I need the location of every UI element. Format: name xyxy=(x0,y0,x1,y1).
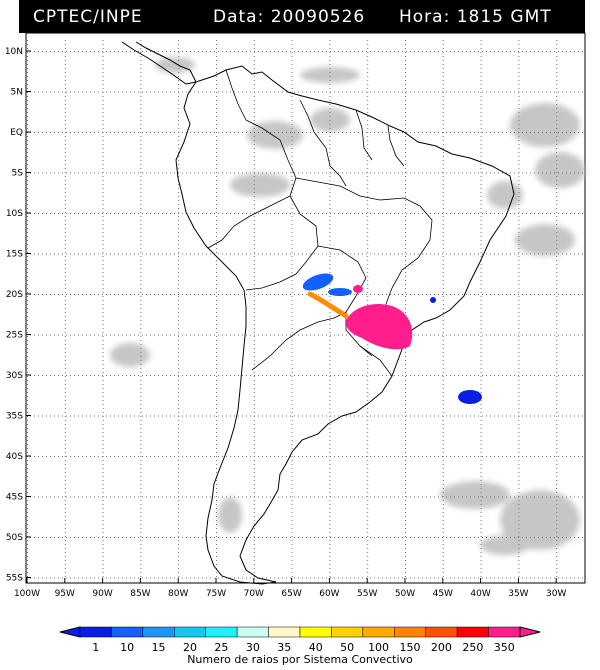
lon-label: 75W xyxy=(206,589,226,599)
colorbar-label: 350 xyxy=(493,641,515,654)
lon-label: 50W xyxy=(395,589,415,599)
colorbar-label: 35 xyxy=(277,641,292,654)
colorbar-label: 200 xyxy=(430,641,452,654)
lon-label: 65W xyxy=(281,589,301,599)
lat-label: 30S xyxy=(6,371,23,381)
lat-label: EQ xyxy=(10,128,23,138)
lat-label: 5N xyxy=(11,88,23,98)
lon-label: 70W xyxy=(244,589,264,599)
colorbar-label: 250 xyxy=(462,641,484,654)
lat-label: 20S xyxy=(6,290,23,300)
colorbar-right-arrow xyxy=(519,626,541,638)
colorbar-swatch xyxy=(394,626,426,638)
lon-label: 40W xyxy=(470,589,490,599)
colorbar-swatch xyxy=(488,626,521,638)
system-blue-ocean xyxy=(458,390,482,404)
lon-label: 35W xyxy=(508,589,528,599)
colorbar-swatch xyxy=(111,626,144,638)
lat-label: 10N xyxy=(5,47,23,57)
colorbar-swatch xyxy=(79,626,112,638)
colorbar-swatch xyxy=(331,626,364,638)
system-magenta-small xyxy=(353,285,363,293)
longitude-labels: 100W 95W 90W 85W 80W 75W 70W 65W 60W 55W 50W 45W 40W… xyxy=(14,578,566,599)
colorbar-label: 50 xyxy=(340,641,355,654)
grid-dots xyxy=(27,40,583,579)
lon-label: 45W xyxy=(433,589,453,599)
lat-label: 25S xyxy=(6,331,23,341)
colorbar xyxy=(59,626,541,638)
lat-label: 50S xyxy=(6,533,23,543)
lat-label: 10S xyxy=(6,209,23,219)
colorbar-left-arrow xyxy=(59,626,81,638)
colorbar-swatch xyxy=(174,626,206,638)
latitude-labels: 10N 5N EQ 5S 10S 15S 20S 25S 30S 35S 40S 45S 50S 55S xyxy=(5,47,31,584)
colorbar-label: 30 xyxy=(245,641,260,654)
lat-label: 15S xyxy=(6,250,23,260)
lon-label: 90W xyxy=(92,589,112,599)
system-magenta-large xyxy=(346,303,413,350)
map-header: CPTEC/INPE Data: 20090526 Hora: 1815 GMT xyxy=(19,0,585,33)
colorbar-label: 40 xyxy=(308,641,323,654)
lon-label: 80W xyxy=(168,589,188,599)
system-orange xyxy=(307,291,349,319)
central-america-outline xyxy=(121,41,197,85)
colorbar-swatch xyxy=(268,626,301,638)
colorbar-label: 20 xyxy=(183,641,197,654)
lon-label: 55W xyxy=(357,589,377,599)
date-label: Data: 20090526 xyxy=(213,7,366,27)
colorbar-swatch xyxy=(299,626,332,638)
lon-label: 30W xyxy=(546,589,566,599)
country-borders xyxy=(207,69,433,377)
lat-label: 45S xyxy=(6,493,23,503)
colorbar-label: 150 xyxy=(399,641,421,654)
convective-systems xyxy=(302,273,482,404)
colorbar-label: 100 xyxy=(368,641,390,654)
colorbar-swatch xyxy=(205,626,238,638)
colorbar-swatch xyxy=(362,626,395,638)
org-label: CPTEC/INPE xyxy=(33,7,143,27)
system-blue-2 xyxy=(328,288,352,296)
lat-label: 35S xyxy=(6,412,23,422)
south-america-outline xyxy=(175,65,515,585)
colorbar-label: 10 xyxy=(120,641,135,654)
colorbar-label: 1 xyxy=(92,641,100,654)
cloud-cover xyxy=(110,57,585,555)
lon-label: 95W xyxy=(55,589,75,599)
lon-label: 85W xyxy=(130,589,150,599)
lon-label: 60W xyxy=(319,589,339,599)
lon-label: 100W xyxy=(14,589,40,599)
colorbar-swatch xyxy=(425,626,458,638)
colorbar-swatch xyxy=(456,626,489,638)
colorbar-swatch xyxy=(142,626,175,638)
lat-label: 40S xyxy=(6,452,23,462)
colorbar-title: Numero de raios por Sistema Convectivo xyxy=(187,653,413,666)
time-label: Hora: 1815 GMT xyxy=(399,7,552,27)
system-blue-1 xyxy=(302,273,334,291)
colorbar-label: 25 xyxy=(214,641,229,654)
lat-label: 5S xyxy=(12,169,24,179)
colorbar-label: 15 xyxy=(151,641,166,654)
colorbar-swatch xyxy=(236,626,269,638)
system-blue-dot xyxy=(430,297,436,303)
lat-label: 55S xyxy=(6,574,23,584)
